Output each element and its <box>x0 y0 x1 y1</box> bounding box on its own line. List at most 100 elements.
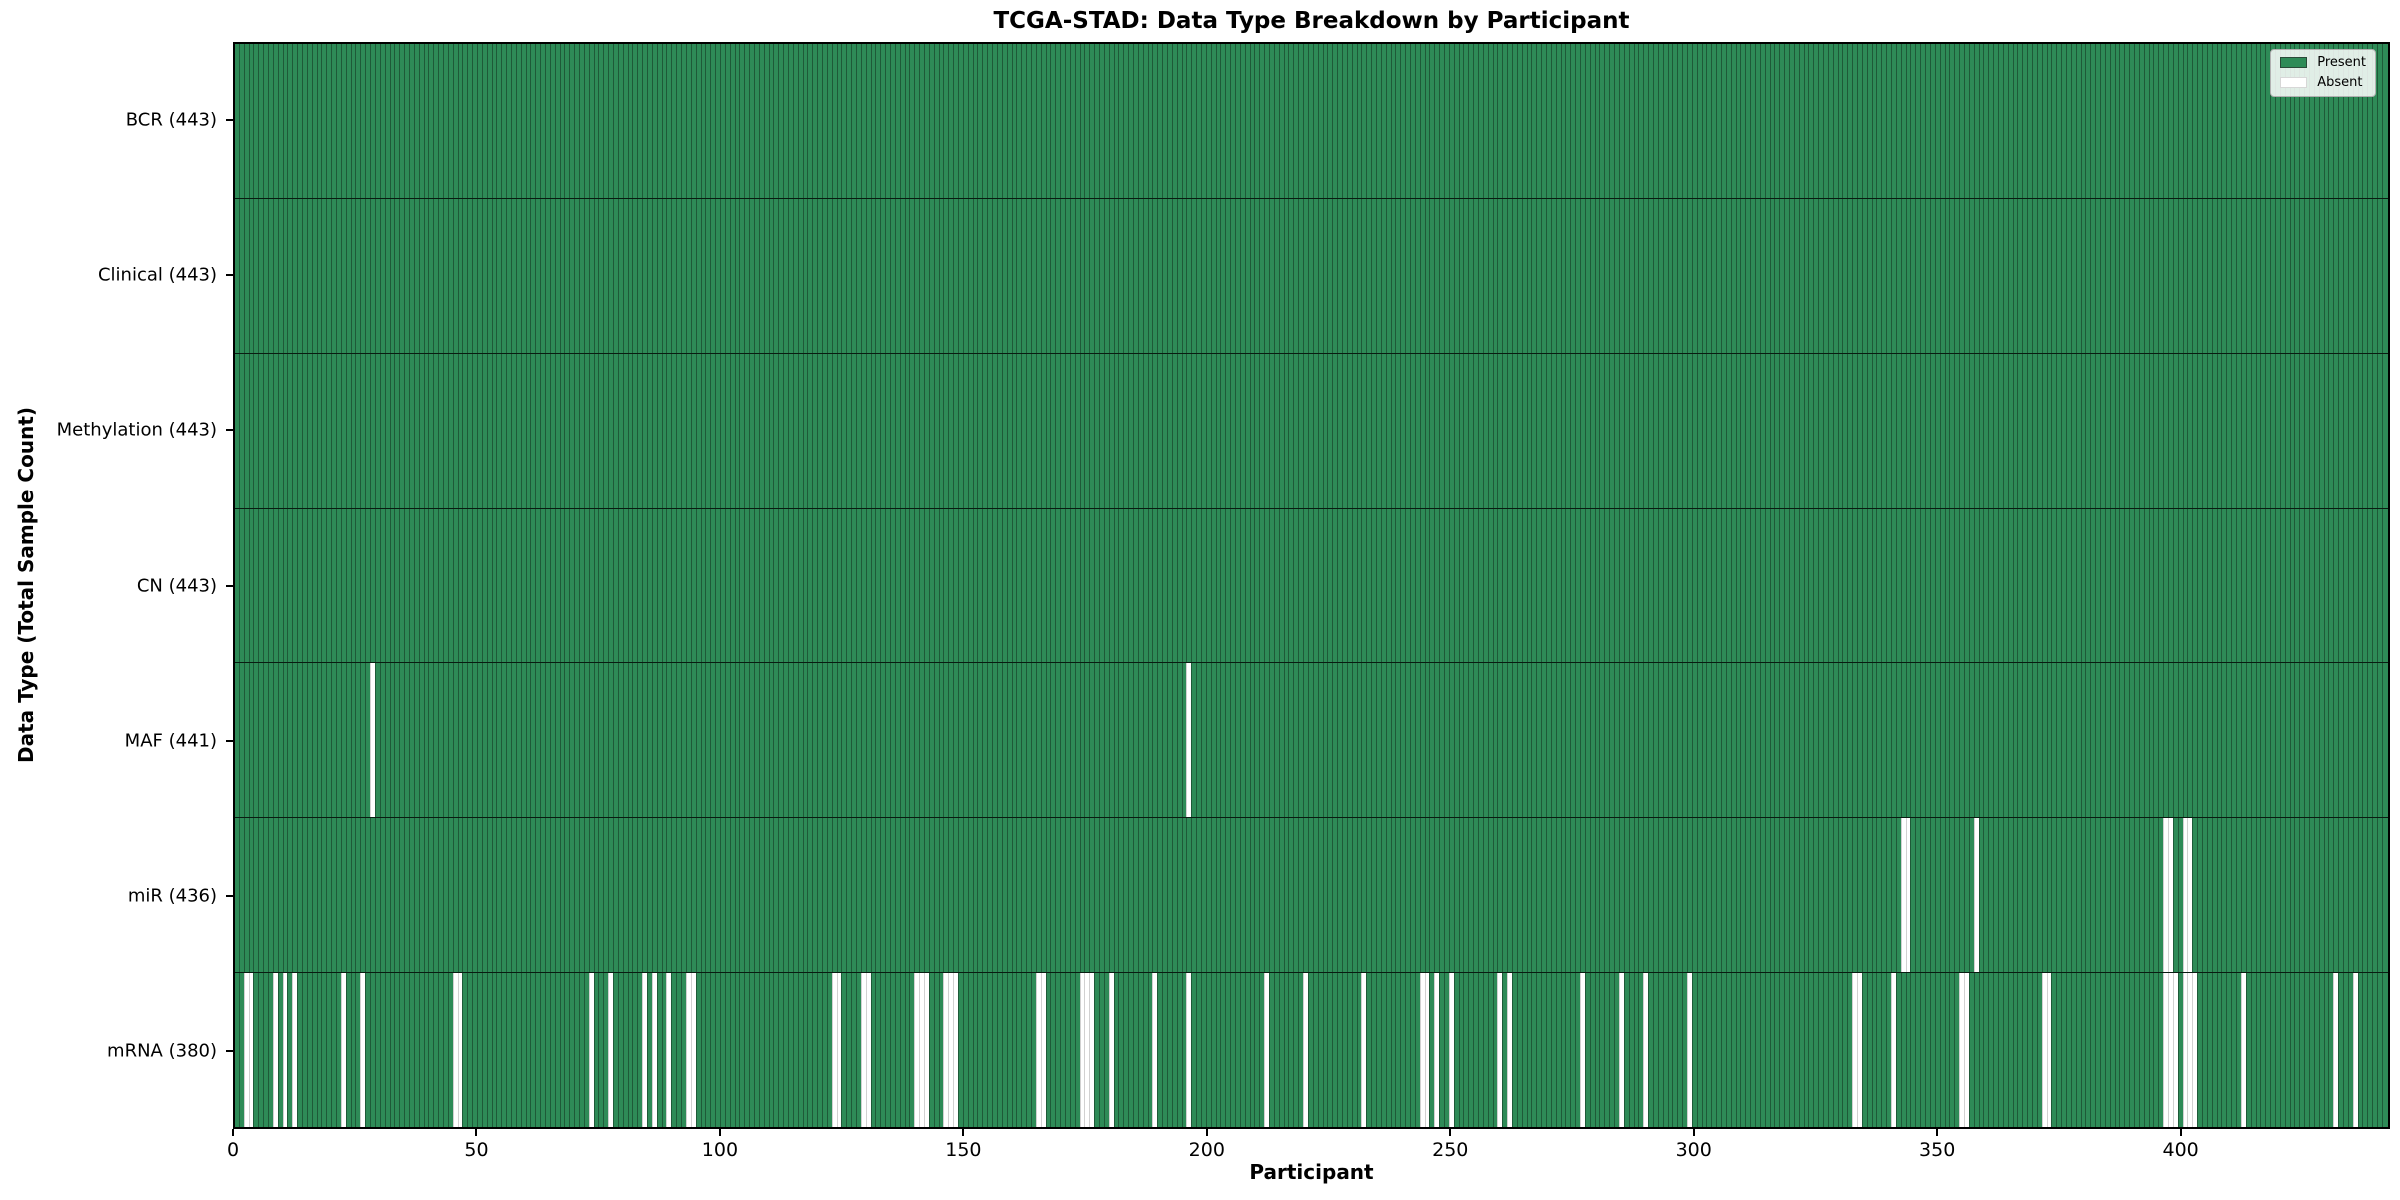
matrix-cell <box>1215 663 1221 818</box>
matrix-cell <box>2304 198 2309 353</box>
matrix-cell <box>700 353 706 508</box>
matrix-cell <box>2202 198 2207 353</box>
matrix-cell <box>462 44 468 198</box>
matrix-cell <box>1293 44 1299 198</box>
matrix-cell <box>802 663 808 818</box>
matrix-cell <box>540 198 545 353</box>
matrix-cell <box>1492 663 1498 818</box>
matrix-cell <box>316 818 322 973</box>
matrix-cell <box>248 353 254 508</box>
matrix-cell <box>1346 663 1352 818</box>
legend-absent-label: Absent <box>2317 75 2363 90</box>
matrix-cell <box>2313 508 2319 663</box>
matrix-cell <box>1341 353 1347 508</box>
matrix-cell <box>418 44 424 198</box>
matrix-cell <box>292 818 298 973</box>
matrix-cell <box>996 663 1002 818</box>
matrix-cell <box>1672 508 1678 663</box>
matrix-cell <box>2279 508 2285 663</box>
matrix-cell <box>1128 353 1133 508</box>
matrix-cell <box>321 508 327 663</box>
matrix-cell <box>1064 198 1070 353</box>
matrix-cell <box>617 818 623 973</box>
matrix-cell <box>1113 198 1119 353</box>
matrix-cell <box>302 508 307 663</box>
matrix-cell <box>2100 973 2105 1128</box>
matrix-cell <box>1643 663 1649 818</box>
matrix-cell <box>890 663 895 818</box>
matrix-cell <box>617 508 623 663</box>
matrix-cell <box>1507 973 1513 1128</box>
matrix-cell <box>1030 44 1036 198</box>
matrix-cell <box>1589 818 1595 973</box>
matrix-cell <box>860 973 866 1128</box>
matrix-cell <box>1167 818 1172 973</box>
matrix-cell <box>1633 44 1639 198</box>
matrix-cell <box>311 818 317 973</box>
matrix-cell <box>2192 663 2198 818</box>
matrix-cell <box>831 663 837 818</box>
matrix-cell <box>938 508 944 663</box>
matrix-cell <box>1215 353 1221 508</box>
matrix-cell <box>972 198 978 353</box>
matrix-cell <box>1016 508 1022 663</box>
matrix-cell <box>535 353 541 508</box>
matrix-cell <box>515 44 521 198</box>
matrix-cell <box>340 198 346 353</box>
matrix-cell <box>1400 973 1406 1128</box>
matrix-cell <box>2090 353 2096 508</box>
matrix-cell <box>831 508 837 663</box>
matrix-cell <box>2172 44 2178 198</box>
matrix-cell <box>933 663 939 818</box>
matrix-cell <box>1847 973 1853 1128</box>
matrix-cell <box>656 353 662 508</box>
matrix-cell <box>235 663 239 818</box>
matrix-cell <box>1750 973 1755 1128</box>
matrix-cell <box>1774 353 1780 508</box>
matrix-cell <box>1171 44 1177 198</box>
matrix-cell <box>608 353 614 508</box>
matrix-cell <box>2289 973 2295 1128</box>
matrix-cell <box>1482 663 1488 818</box>
matrix-cell <box>1993 663 1998 818</box>
matrix-cell <box>632 508 638 663</box>
matrix-cell <box>1711 663 1717 818</box>
matrix-cell <box>1881 973 1887 1128</box>
matrix-cell <box>1959 353 1964 508</box>
matrix-cell <box>1385 198 1391 353</box>
matrix-cell <box>2381 508 2387 663</box>
matrix-cell <box>1040 508 1046 663</box>
matrix-cell <box>2187 44 2193 198</box>
matrix-cell <box>2031 973 2037 1128</box>
matrix-cell <box>1482 818 1488 973</box>
matrix-cell <box>306 353 312 508</box>
matrix-cell <box>2376 663 2382 818</box>
matrix-cell <box>1507 818 1513 973</box>
matrix-cell <box>768 353 774 508</box>
matrix-cell <box>297 44 303 198</box>
matrix-cell <box>2231 818 2237 973</box>
matrix-cell <box>1900 973 1906 1128</box>
matrix-cell <box>1317 973 1323 1128</box>
matrix-cell <box>360 663 366 818</box>
matrix-cell <box>476 44 482 198</box>
matrix-cell <box>1167 198 1172 353</box>
matrix-cell <box>2114 353 2120 508</box>
matrix-cell <box>651 973 657 1128</box>
matrix-cell <box>2333 973 2339 1128</box>
matrix-cell <box>1366 818 1372 973</box>
matrix-cell <box>2274 663 2280 818</box>
matrix-cell <box>1429 818 1435 973</box>
matrix-cell <box>1677 44 1683 198</box>
matrix-cell <box>370 663 375 818</box>
matrix-cell <box>642 44 648 198</box>
matrix-cell <box>831 973 837 1128</box>
matrix-cell <box>1346 44 1352 198</box>
matrix-cell <box>268 44 273 198</box>
matrix-cell <box>1123 973 1129 1128</box>
matrix-cell <box>2381 353 2387 508</box>
matrix-cell <box>1371 198 1376 353</box>
matrix-cell <box>904 818 910 973</box>
matrix-cell <box>821 663 827 818</box>
matrix-cell <box>297 663 303 818</box>
